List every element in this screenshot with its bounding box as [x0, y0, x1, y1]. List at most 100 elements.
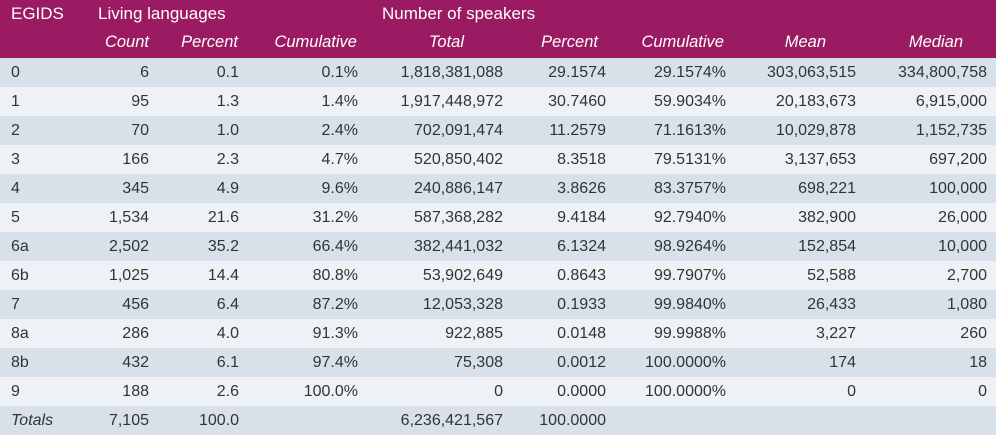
- cell-speaker-cumulative: 98.9264%: [653, 238, 726, 255]
- table-row: 2 70 1.0 2.4% 702,091,474 11.2579 71.1613% 10,0…: [0, 116, 996, 145]
- cell-cumulative: 91.3%: [312, 325, 358, 342]
- cell-cumulative: 4.7%: [321, 151, 358, 168]
- table-row: 1 95 1.3 1.4% 1,917,448,972 30.7460 59.9034% 20…: [0, 87, 996, 116]
- col-header-speaker-cumulative: Cumulative: [641, 33, 724, 51]
- header-egids: EGIDS: [11, 4, 64, 23]
- cell-median: 18: [969, 354, 987, 371]
- table-row: 6a 2,502 35.2 66.4% 382,441,032 6.1324 98.9264…: [0, 232, 996, 261]
- cell-median: 0: [978, 383, 987, 400]
- cell-speaker-percent: 0.1933: [557, 296, 606, 313]
- cell-speaker-percent: 0.8643: [557, 267, 606, 284]
- cell-speaker-cumulative: 29.1574%: [653, 64, 726, 81]
- cell-total: 6,236,421,567: [400, 412, 503, 429]
- cell-speaker-cumulative: 71.1613%: [653, 122, 726, 139]
- cell-cumulative: 9.6%: [321, 180, 358, 197]
- cell-mean: 698,221: [798, 180, 856, 197]
- cell-total: 587,368,282: [414, 209, 503, 226]
- cell-cumulative: 100.0%: [303, 383, 358, 400]
- cell-egids: 1: [11, 93, 20, 110]
- table-row: 8b 432 6.1 97.4% 75,308 0.0012 100.0000% 174 18: [0, 348, 996, 377]
- cell-speaker-cumulative: 59.9034%: [653, 93, 726, 110]
- cell-cumulative: [240, 406, 358, 435]
- cell-speaker-cumulative: 100.0000%: [645, 354, 726, 371]
- cell-percent: 21.6: [207, 209, 239, 226]
- col-header-cumulative: Cumulative: [274, 33, 357, 51]
- cell-speaker-cumulative: [610, 406, 726, 435]
- cell-speaker-percent: 0.0000: [557, 383, 606, 400]
- cell-total: 240,886,147: [414, 180, 503, 197]
- cell-count: 6: [140, 64, 149, 81]
- table-header: EGIDS Living languages Number of speaker…: [0, 0, 996, 58]
- cell-total: 520,850,402: [414, 151, 503, 168]
- cell-cumulative: 1.4%: [321, 93, 358, 110]
- cell-count: 456: [122, 296, 149, 313]
- cell-speaker-percent: 0.0148: [557, 325, 606, 342]
- cell-percent: 6.4: [216, 296, 239, 313]
- cell-percent: 100.0: [198, 412, 239, 429]
- cell-speaker-cumulative: 99.9840%: [653, 296, 726, 313]
- table-row: 3 166 2.3 4.7% 520,850,402 8.3518 79.5131% 3,13…: [0, 145, 996, 174]
- col-header-total: Total: [428, 33, 464, 51]
- cell-count: 188: [122, 383, 149, 400]
- cell-speaker-percent: 100.0000: [539, 412, 606, 429]
- cell-cumulative: 31.2%: [312, 209, 358, 226]
- cell-mean: 3,137,653: [784, 151, 856, 168]
- table-row: 4 345 4.9 9.6% 240,886,147 3.8626 83.3757% 698,…: [0, 174, 996, 203]
- cell-percent: 4.9: [216, 180, 239, 197]
- col-header-speaker-percent: Percent: [541, 33, 598, 51]
- cell-count: 2,502: [108, 238, 149, 255]
- cell-total: 75,308: [454, 354, 503, 371]
- table-row: 5 1,534 21.6 31.2% 587,368,282 9.4184 92.7940%…: [0, 203, 996, 232]
- cell-egids: 6a: [11, 238, 29, 255]
- cell-egids: 2: [11, 122, 20, 139]
- cell-count: 166: [122, 151, 149, 168]
- cell-egids: 0: [11, 64, 20, 81]
- cell-count: 7,105: [108, 412, 149, 429]
- cell-median: 26,000: [938, 209, 987, 226]
- cell-median: [860, 406, 987, 435]
- cell-median: 697,200: [929, 151, 987, 168]
- cell-total: 702,091,474: [414, 122, 503, 139]
- col-header-percent: Percent: [181, 33, 238, 51]
- cell-total: 0: [494, 383, 503, 400]
- cell-percent: 6.1: [216, 354, 239, 371]
- cell-percent: 0.1: [216, 64, 239, 81]
- cell-egids: 7: [11, 296, 20, 313]
- cell-median: 10,000: [938, 238, 987, 255]
- cell-egids: Totals: [11, 412, 54, 429]
- cell-percent: 2.3: [216, 151, 239, 168]
- cell-median: 334,800,758: [898, 64, 987, 81]
- cell-mean: [730, 406, 856, 435]
- cell-mean: 174: [829, 354, 856, 371]
- cell-total: 922,885: [445, 325, 503, 342]
- cell-speaker-cumulative: 99.7907%: [653, 267, 726, 284]
- cell-speaker-percent: 9.4184: [557, 209, 606, 226]
- cell-count: 1,534: [108, 209, 149, 226]
- cell-percent: 1.3: [216, 93, 239, 110]
- cell-mean: 303,063,515: [767, 64, 856, 81]
- cell-mean: 52,588: [807, 267, 856, 284]
- cell-speaker-cumulative: 79.5131%: [653, 151, 726, 168]
- cell-mean: 3,227: [815, 325, 856, 342]
- cell-total: 12,053,328: [422, 296, 503, 313]
- cell-egids: 6b: [11, 267, 29, 284]
- cell-total: 382,441,032: [414, 238, 503, 255]
- cell-mean: 20,183,673: [775, 93, 856, 110]
- cell-cumulative: 97.4%: [312, 354, 358, 371]
- totals-row: Totals 7,105 100.0 6,236,421,567 100.0000: [0, 406, 996, 435]
- cell-speaker-percent: 3.8626: [557, 180, 606, 197]
- cell-count: 432: [122, 354, 149, 371]
- cell-mean: 10,029,878: [775, 122, 856, 139]
- cell-egids: 4: [11, 180, 20, 197]
- cell-percent: 4.0: [216, 325, 239, 342]
- cell-percent: 14.4: [207, 267, 239, 284]
- cell-count: 95: [131, 93, 149, 110]
- cell-speaker-cumulative: 92.7940%: [653, 209, 726, 226]
- cell-speaker-percent: 29.1574: [548, 64, 606, 81]
- cell-speaker-cumulative: 100.0000%: [645, 383, 726, 400]
- col-header-mean: Mean: [784, 33, 826, 51]
- cell-mean: 152,854: [798, 238, 856, 255]
- cell-egids: 8a: [11, 325, 29, 342]
- cell-percent: 1.0: [216, 122, 239, 139]
- cell-median: 260: [960, 325, 987, 342]
